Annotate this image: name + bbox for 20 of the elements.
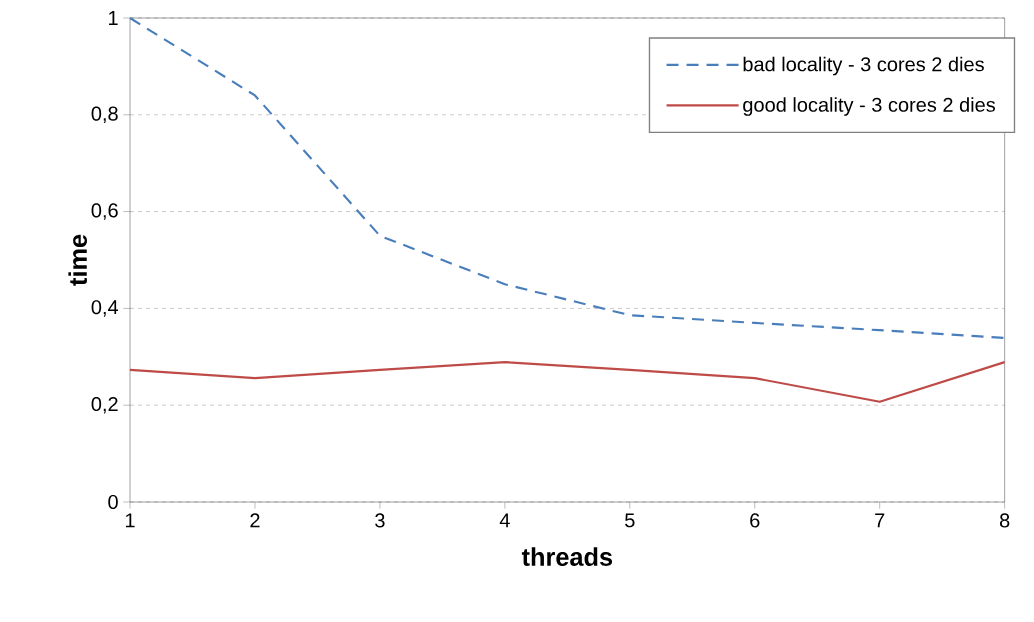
x-tick-label: 2 (250, 513, 260, 528)
y-tick-label: 0,6 (91, 203, 118, 220)
x-tick-label: 3 (375, 513, 385, 528)
legend-label: good locality - 3 cores 2 dies (743, 97, 996, 116)
x-tick-label: 5 (625, 513, 635, 528)
x-tick-label: 4 (499, 513, 510, 528)
y-tick-label: 0,8 (91, 106, 118, 124)
x-tick-label: 1 (125, 513, 135, 528)
legend-label: bad locality - 3 cores 2 dies (743, 56, 984, 76)
x-tick-label: 7 (875, 513, 885, 528)
x-tick-label: 8 (999, 513, 1010, 528)
y-axis-title: time (68, 234, 88, 286)
x-axis-title: threads (521, 547, 613, 566)
x-tick-label: 6 (750, 513, 760, 528)
line-series (128, 16, 1006, 339)
y-tick-label: 0 (108, 494, 118, 510)
y-tick-label: 1 (109, 11, 118, 25)
y-tick-label: 0,2 (91, 396, 118, 414)
line-series (128, 361, 1006, 403)
y-tick-label: 0,4 (91, 300, 119, 317)
